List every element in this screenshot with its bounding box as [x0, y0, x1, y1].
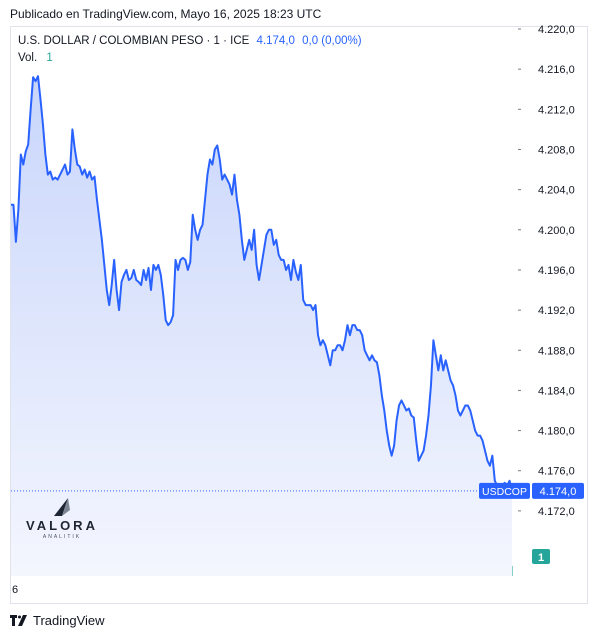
volume-legend: Vol. 1 [18, 52, 53, 64]
price-area [11, 76, 512, 576]
y-tick-label: 4.204,0 [538, 185, 575, 197]
last-price: 4.174,0 [256, 35, 295, 47]
price-change: 0,0 (0,00%) [302, 35, 362, 47]
y-tick-label: 4.196,0 [538, 265, 575, 277]
watermark-name: VALORA [26, 518, 98, 533]
volume-badge-label: 1 [538, 552, 544, 564]
x-axis-label: 6 [12, 584, 19, 596]
y-tick-label: 4.184,0 [538, 385, 575, 397]
y-tick-label: 4.208,0 [538, 144, 575, 156]
y-tick-label: 4.180,0 [538, 426, 575, 438]
tradingview-logo-icon [10, 614, 27, 626]
valora-watermark: VALORA ANALITIK [22, 496, 102, 544]
volume-value: 1 [46, 52, 53, 64]
price-series-line[interactable] [11, 75, 513, 492]
symbol-name: U.S. DOLLAR / COLOMBIAN PESO · 1 · ICE [18, 35, 250, 47]
y-tick-label: 4.172,0 [538, 506, 575, 518]
y-tick-label: 4.200,0 [538, 225, 575, 237]
volume-label: Vol. [18, 52, 38, 64]
watermark-sub: ANALITIK [42, 534, 82, 540]
price-badge-label: 4.174,0 [540, 486, 577, 498]
y-tick-label: 4.188,0 [538, 345, 575, 357]
volume-badge [532, 549, 550, 564]
y-tick-label: 4.216,0 [538, 64, 575, 76]
published-caption: Publicado en TradingView.com, Mayo 16, 2… [10, 7, 322, 21]
chart-frame [10, 26, 588, 604]
volume-bar [512, 566, 513, 576]
valora-logo-icon [54, 498, 70, 516]
y-tick-label: 4.176,0 [538, 466, 575, 478]
y-tick-label: 4.212,0 [538, 104, 575, 116]
symbol-legend: U.S. DOLLAR / COLOMBIAN PESO · 1 · ICE 4… [18, 35, 362, 47]
footer-brand[interactable]: TradingView [10, 613, 105, 628]
price-badge [532, 482, 584, 499]
y-tick-label: 4.192,0 [538, 305, 575, 317]
symbol-badge-label: USDCOP [482, 486, 527, 498]
y-tick-label: 4.220,0 [538, 24, 575, 36]
symbol-badge [479, 482, 530, 499]
footer-brand-label: TradingView [33, 613, 105, 628]
